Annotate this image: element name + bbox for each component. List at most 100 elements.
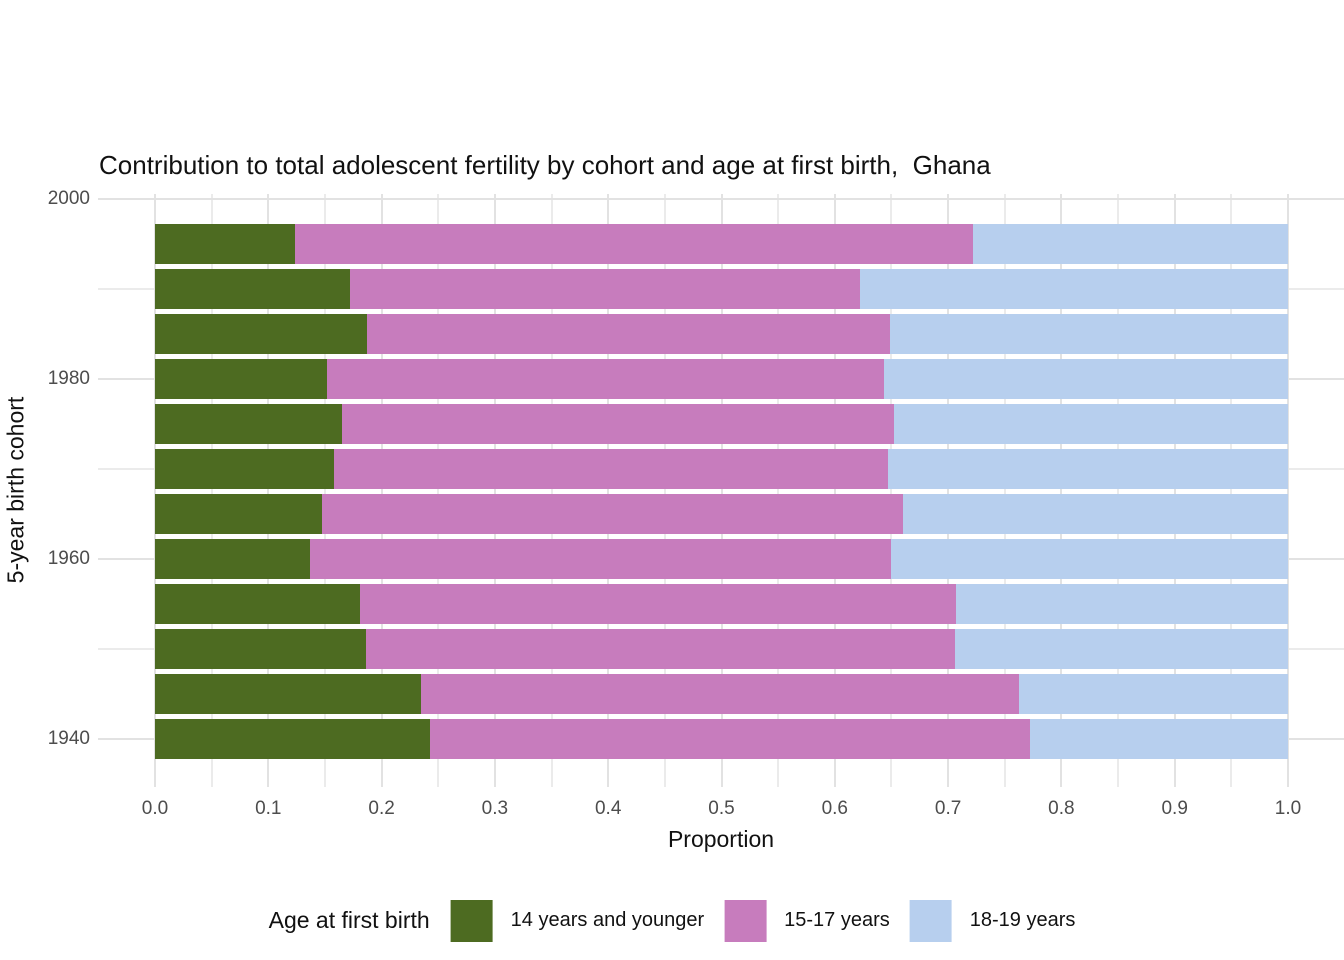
gridline-x-minor <box>1003 194 1006 787</box>
x-tick-label: 0.5 <box>708 798 735 819</box>
gridline-x-minor <box>437 194 440 787</box>
x-tick-label: 0.6 <box>821 798 849 819</box>
bar-segment-15-17-years <box>349 269 860 309</box>
gridline-x-major <box>720 194 723 787</box>
legend: Age at first birth 14 years and younger 1… <box>268 899 1076 942</box>
gridline-x-major <box>947 194 950 787</box>
legend-item: 18-19 years <box>909 899 1076 942</box>
x-tick-label: 0.4 <box>594 798 622 819</box>
bar-segment-15-17-years <box>360 584 957 624</box>
bar-row-cohort-1970 <box>155 449 1288 489</box>
bar-segment-14-years-and-younger <box>155 719 431 759</box>
bar-segment-14-years-and-younger <box>155 404 342 444</box>
y-tick-label: 1960 <box>47 548 90 569</box>
x-tick-label: 0.0 <box>141 798 169 819</box>
bar-segment-15-17-years <box>421 674 1020 714</box>
bar-segment-14-years-and-younger <box>155 629 366 669</box>
bar-segment-18-19-years <box>1029 719 1288 759</box>
gridline-x-minor <box>663 194 666 787</box>
legend-item: 15-17 years <box>724 899 890 942</box>
gridline-x-minor <box>1230 194 1233 787</box>
gridline-x-minor <box>323 194 326 787</box>
bar-segment-18-19-years <box>954 629 1288 669</box>
bar-segment-14-years-and-younger <box>155 539 311 579</box>
bar-row-cohort-1955 <box>155 584 1288 624</box>
x-tick-label: 0.8 <box>1048 798 1075 819</box>
bar-segment-14-years-and-younger <box>155 269 350 309</box>
bar-segment-18-19-years <box>890 314 1288 354</box>
bar-segment-15-17-years <box>430 719 1030 759</box>
gridline-x-minor <box>1117 194 1120 787</box>
gridline-x-major <box>607 194 610 787</box>
gridline-x-minor <box>550 194 553 787</box>
bar-segment-18-19-years <box>888 449 1288 489</box>
y-axis-tick-labels: 2000 1980 1960 1940 <box>10 0 90 800</box>
bar-segment-15-17-years <box>341 404 894 444</box>
bar-row-cohort-1945 <box>155 674 1288 714</box>
legend-item: 14 years and younger <box>450 899 705 942</box>
bar-segment-15-17-years <box>327 359 884 399</box>
bar-segment-14-years-and-younger <box>155 449 334 489</box>
gridline-x-major <box>267 194 270 787</box>
legend-swatch-18-19-years <box>909 899 952 942</box>
gridline-x-major <box>833 194 836 787</box>
x-tick-label: 0.7 <box>934 798 962 819</box>
bar-row-cohort-1960 <box>155 539 1288 579</box>
x-tick-label: 0.9 <box>1161 798 1188 819</box>
bar-row-cohort-1940 <box>155 719 1288 759</box>
bar-segment-18-19-years <box>883 359 1288 399</box>
bar-segment-15-17-years <box>321 494 903 534</box>
bar-row-cohort-1985 <box>155 314 1288 354</box>
bar-segment-15-17-years <box>365 629 955 669</box>
bar-segment-18-19-years <box>1019 674 1288 714</box>
bar-segment-15-17-years <box>295 224 974 264</box>
bar-segment-18-19-years <box>859 269 1288 309</box>
bar-segment-18-19-years <box>973 224 1288 264</box>
gridline-x-major <box>154 194 156 787</box>
chart-title: Contribution to total adolescent fertili… <box>99 150 991 180</box>
x-tick-label: 0.2 <box>368 798 395 819</box>
bar-segment-18-19-years <box>893 404 1288 444</box>
bar-row-cohort-1965 <box>155 494 1288 534</box>
x-axis-title: Proportion <box>667 826 775 852</box>
y-tick-label: 1980 <box>47 368 90 389</box>
bar-segment-15-17-years <box>310 539 892 579</box>
gridline-x-minor <box>210 194 213 787</box>
bar-segment-14-years-and-younger <box>155 359 328 399</box>
bar-segment-14-years-and-younger <box>155 584 361 624</box>
bar-segment-18-19-years <box>891 539 1288 579</box>
gridline-x-major <box>1060 194 1063 787</box>
x-tick-label: 0.1 <box>255 798 282 819</box>
bar-row-cohort-1980 <box>155 359 1288 399</box>
bar-segment-15-17-years <box>334 449 889 489</box>
gridline-x-major <box>1287 194 1289 787</box>
gridline-x-minor <box>890 194 893 787</box>
legend-items: 14 years and younger 15-17 years 18-19 yea… <box>450 899 1076 942</box>
bar-segment-18-19-years <box>956 584 1288 624</box>
x-tick-label: 1.0 <box>1274 798 1302 819</box>
legend-title: Age at first birth <box>268 907 430 933</box>
bar-segment-14-years-and-younger <box>155 674 422 714</box>
bar-row-cohort-1995 <box>155 224 1288 264</box>
bar-segment-14-years-and-younger <box>155 494 322 534</box>
legend-item-label: 14 years and younger <box>510 909 705 931</box>
gridline-x-major <box>380 194 383 787</box>
y-tick-label: 2000 <box>47 188 90 209</box>
bar-row-cohort-1975 <box>155 404 1288 444</box>
gridline-x-major <box>493 194 496 787</box>
legend-item-label: 15-17 years <box>784 909 890 931</box>
bar-segment-18-19-years <box>902 494 1288 534</box>
bar-segment-14-years-and-younger <box>155 314 367 354</box>
gridline-x-minor <box>777 194 780 787</box>
y-tick-label: 1940 <box>47 728 90 749</box>
x-axis-tick-labels: 0.0 0.1 0.2 0.3 0.4 0.5 0.6 0.7 0.8 0.9 1.0 <box>0 798 1344 822</box>
bar-row-cohort-1950 <box>155 629 1288 669</box>
plot-panel <box>98 194 1344 787</box>
legend-item-label: 18-19 years <box>969 909 1076 931</box>
legend-swatch-14-years-and-younger <box>450 899 493 942</box>
bar-row-cohort-1990 <box>155 269 1288 309</box>
gridline-x-major <box>1173 194 1176 787</box>
bar-segment-14-years-and-younger <box>155 224 296 264</box>
legend-swatch-15-17-years <box>724 899 767 942</box>
